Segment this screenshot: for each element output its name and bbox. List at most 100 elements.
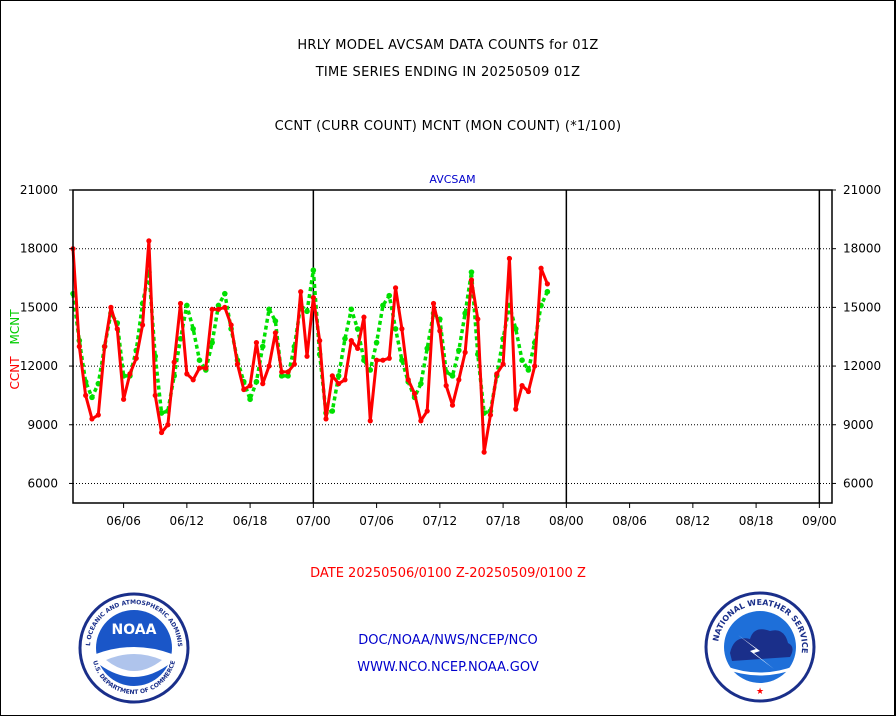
data-point-mcnt [342, 335, 348, 342]
org-label: DOC/NOAA/NWS/NCEP/NCO [358, 633, 538, 648]
data-point-ccnt [374, 357, 380, 363]
y-tick-label-right: 9000 [843, 418, 874, 432]
y-tick-label-left: 6000 [27, 476, 58, 490]
y-tick-label-right: 12000 [843, 359, 881, 373]
data-point-mcnt [462, 310, 468, 317]
y-axis-label-mcnt: MCNT [8, 309, 22, 345]
data-point-ccnt [525, 388, 532, 395]
data-point-mcnt [424, 345, 431, 352]
data-point-ccnt [285, 369, 291, 375]
data-point-ccnt [544, 281, 550, 287]
data-point-ccnt [247, 383, 253, 389]
x-tick-label: 06/18 [233, 514, 268, 528]
website-link[interactable]: WWW.NCO.NCEP.NOAA.GOV [357, 660, 539, 675]
y-tick-label-left: 12000 [20, 359, 58, 373]
x-tick-label: 09/00 [802, 514, 837, 528]
data-point-ccnt [171, 359, 177, 365]
data-point-ccnt [538, 265, 544, 271]
data-point-mcnt [247, 396, 253, 403]
x-tick-label: 07/18 [486, 514, 521, 528]
data-point-mcnt [253, 378, 260, 385]
data-point-ccnt [196, 365, 203, 371]
data-point-ccnt [367, 418, 373, 424]
data-point-mcnt [158, 410, 165, 416]
data-point-ccnt [209, 306, 215, 312]
data-point-ccnt [342, 377, 348, 383]
data-point-mcnt [304, 308, 310, 315]
data-point-ccnt [437, 328, 443, 334]
data-point-ccnt [386, 355, 392, 361]
data-point-mcnt [215, 302, 222, 309]
data-point-ccnt [228, 322, 234, 328]
data-point-ccnt [494, 371, 500, 377]
y-tick-label-left: 9000 [27, 418, 58, 432]
data-point-mcnt [272, 318, 279, 324]
data-point-ccnt [291, 361, 297, 367]
data-point-ccnt [184, 371, 190, 377]
data-point-mcnt [335, 373, 342, 379]
data-point-ccnt [95, 412, 101, 418]
data-point-mcnt [190, 326, 196, 332]
data-point-ccnt [146, 238, 152, 244]
data-point-mcnt [89, 394, 95, 401]
data-point-mcnt [399, 357, 405, 363]
data-point-ccnt [139, 322, 146, 328]
x-tick-label: 08/06 [612, 514, 647, 528]
data-point-ccnt [272, 330, 278, 336]
data-point-ccnt [361, 314, 367, 320]
data-point-mcnt [184, 302, 190, 309]
data-point-mcnt [386, 292, 393, 299]
series-layer [70, 238, 551, 455]
y-tick-label-right: 6000 [843, 476, 874, 490]
data-point-ccnt [336, 381, 342, 387]
data-point-ccnt [260, 381, 266, 387]
data-point-mcnt [449, 373, 456, 379]
x-tick-label: 07/12 [423, 514, 458, 528]
data-point-ccnt [127, 371, 133, 377]
data-point-mcnt [266, 306, 272, 313]
data-point-ccnt [108, 304, 114, 310]
data-point-ccnt [253, 339, 260, 346]
y-tick-label-left: 15000 [20, 300, 58, 314]
data-point-mcnt [512, 326, 519, 332]
x-tick-label: 08/00 [549, 514, 584, 528]
data-point-mcnt [222, 290, 228, 297]
data-point-ccnt [348, 338, 354, 344]
data-point-ccnt [430, 300, 437, 307]
data-point-mcnt [329, 408, 336, 414]
data-point-ccnt [323, 416, 329, 422]
chart-title-line-2: TIME SERIES ENDING IN 20250509 01Z [315, 65, 581, 80]
data-point-ccnt [487, 412, 494, 418]
data-point-mcnt [196, 357, 203, 363]
data-point-ccnt [121, 396, 127, 402]
data-point-ccnt [298, 289, 304, 295]
data-point-ccnt [133, 355, 139, 361]
data-point-ccnt [203, 365, 209, 371]
data-point-mcnt [177, 335, 184, 342]
data-point-mcnt [310, 267, 317, 274]
data-point-mcnt [209, 339, 215, 346]
date-range-label: DATE 20250506/0100 Z-20250509/0100 Z [310, 566, 586, 581]
data-point-mcnt [380, 302, 386, 309]
data-point-mcnt [456, 347, 462, 354]
data-point-ccnt [411, 390, 418, 397]
data-point-ccnt [102, 343, 108, 350]
data-point-ccnt [462, 349, 468, 355]
x-tick-label: 07/06 [359, 514, 394, 528]
data-point-ccnt [76, 343, 82, 350]
x-tick-label: 08/18 [739, 514, 774, 528]
x-tick-label: 06/12 [170, 514, 205, 528]
data-point-ccnt [481, 449, 487, 455]
data-point-ccnt [165, 422, 171, 428]
data-point-mcnt [373, 339, 380, 346]
day-boundary-lines [312, 190, 821, 503]
x-tick-label: 08/12 [676, 514, 711, 528]
y-axis-label-ccnt: CCNT [8, 356, 22, 390]
y-tick-label-left: 18000 [20, 242, 58, 256]
data-point-ccnt [329, 373, 335, 379]
y-tick-label-left: 21000 [20, 183, 58, 197]
data-point-ccnt [519, 383, 525, 389]
data-point-ccnt [475, 316, 481, 322]
x-tick-label: 07/00 [296, 514, 331, 528]
data-point-ccnt [215, 306, 222, 312]
